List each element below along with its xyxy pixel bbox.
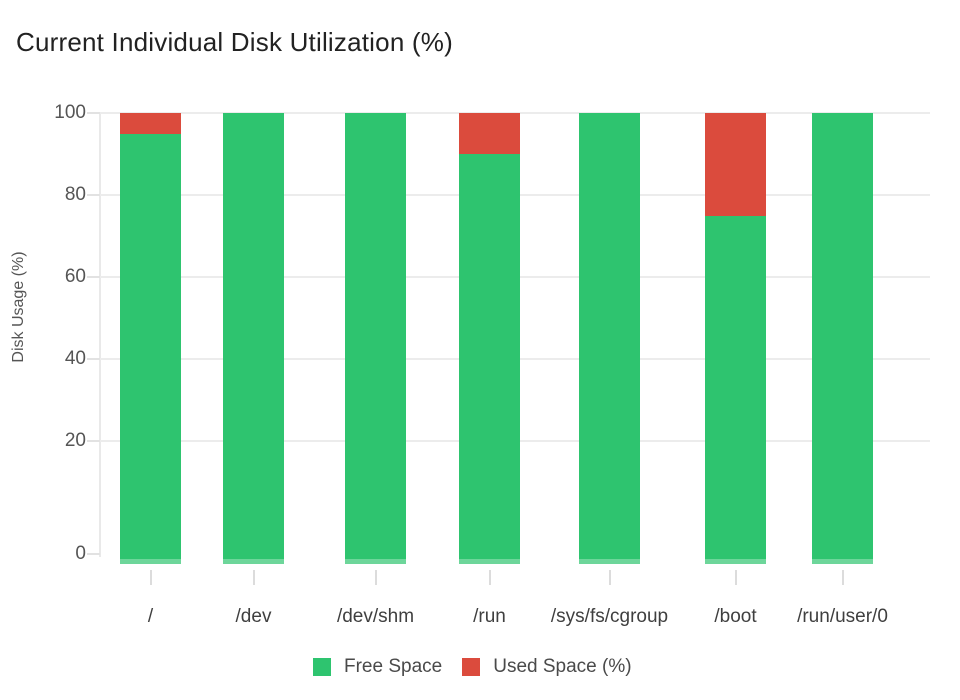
bar-bottom-edge	[705, 559, 766, 564]
chart-title: Current Individual Disk Utilization (%)	[16, 27, 453, 57]
legend-label: Free Space	[344, 656, 443, 677]
y-axis-tick-0	[87, 553, 100, 555]
x-tick-label-/run/user/0: /run/user/0	[797, 606, 888, 627]
bar-used-/boot[interactable]	[705, 113, 766, 216]
x-axis-tick-/	[149, 570, 152, 585]
y-axis-tick-40	[87, 358, 100, 360]
x-tick-label-/dev/shm: /dev/shm	[336, 606, 415, 627]
bar-bottom-edge	[579, 559, 640, 564]
legend-item-free-space[interactable]: Free Space	[313, 656, 442, 678]
x-axis-tick-/boot	[734, 570, 737, 585]
bar-bottom-edge	[223, 559, 284, 564]
y-axis-line	[99, 112, 101, 557]
x-tick-label-/dev: /dev	[235, 606, 272, 627]
bar-bottom-edge	[345, 559, 406, 564]
x-axis-tick-/sys/fs/cgroup	[608, 570, 611, 585]
x-axis-tick-/dev	[252, 570, 255, 585]
x-axis-tick-/dev/shm	[374, 570, 377, 585]
y-tick-label-40: 40	[64, 348, 86, 369]
bar-free-/run[interactable]	[459, 154, 520, 564]
y-axis-tick-80	[87, 194, 100, 196]
y-tick-label-80: 80	[64, 184, 86, 205]
x-tick-label-/boot: /boot	[714, 606, 757, 627]
y-tick-label-20: 20	[64, 430, 86, 451]
y-tick-label-60: 60	[64, 266, 86, 287]
x-tick-label-/sys/fs/cgroup: /sys/fs/cgroup	[550, 606, 669, 627]
bar-free-/dev/shm[interactable]	[345, 113, 406, 564]
legend-swatch-icon	[462, 658, 481, 676]
y-tick-label-0: 0	[75, 543, 86, 564]
bar-used-/run[interactable]	[459, 113, 520, 154]
x-axis-tick-/run/user/0	[841, 570, 844, 585]
y-tick-label-100: 100	[54, 102, 86, 123]
legend-label: Used Space (%)	[493, 656, 632, 677]
legend-item-used-space[interactable]: Used Space (%)	[462, 656, 632, 678]
bar-free-/dev[interactable]	[223, 113, 284, 564]
y-axis-title: Disk Usage (%)	[10, 251, 27, 363]
bar-free-/sys/fs/cgroup[interactable]	[579, 113, 640, 564]
x-tick-label-/: /	[147, 606, 154, 627]
bar-bottom-edge	[812, 559, 873, 564]
y-axis-tick-100	[87, 112, 100, 114]
legend-swatch-icon	[313, 658, 331, 676]
y-axis-tick-20	[87, 440, 100, 442]
bar-free-/[interactable]	[120, 133, 181, 564]
bar-bottom-edge	[459, 559, 520, 564]
x-axis-tick-/run	[488, 570, 491, 585]
y-axis-tick-60	[87, 276, 100, 278]
bar-free-/boot[interactable]	[705, 215, 766, 564]
chart-legend: Free Space Used Space (%)	[313, 656, 632, 678]
bar-free-/run/user/0[interactable]	[812, 113, 873, 564]
bar-bottom-edge	[120, 559, 181, 564]
x-tick-label-/run: /run	[473, 606, 506, 627]
bar-used-/[interactable]	[120, 113, 181, 134]
